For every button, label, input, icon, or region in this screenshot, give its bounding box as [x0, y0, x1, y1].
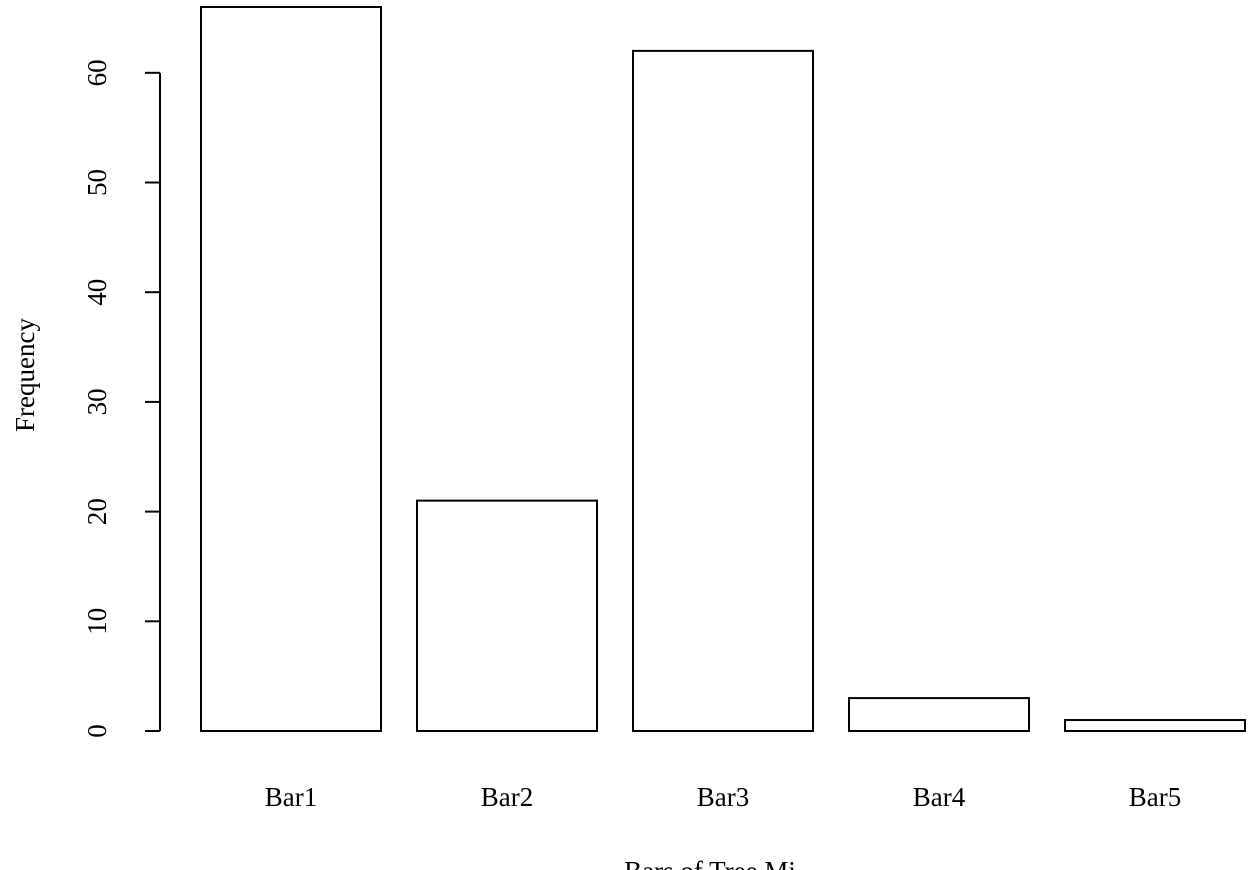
- bar: [632, 49, 814, 733]
- y-axis-label: Frequency: [10, 318, 40, 432]
- x-tick-label: Bar1: [265, 782, 317, 812]
- y-tick-label: 0: [82, 724, 112, 738]
- bar: [416, 499, 598, 732]
- y-tick-label: 50: [82, 169, 112, 196]
- bar: [848, 697, 1030, 732]
- x-axis-label: Bars of Tree Mi: [624, 856, 796, 870]
- y-tick-label: 20: [82, 498, 112, 525]
- x-tick-label: Bar4: [913, 782, 966, 812]
- bar: [200, 6, 382, 732]
- x-tick-label: Bar5: [1129, 782, 1181, 812]
- y-tick-label: 30: [82, 388, 112, 415]
- y-tick-label: 60: [82, 59, 112, 86]
- x-tick-label: Bar3: [697, 782, 749, 812]
- x-tick-label: Bar2: [481, 782, 533, 812]
- bar: [1064, 719, 1246, 732]
- y-tick-label: 40: [82, 279, 112, 306]
- y-tick-label: 10: [82, 608, 112, 635]
